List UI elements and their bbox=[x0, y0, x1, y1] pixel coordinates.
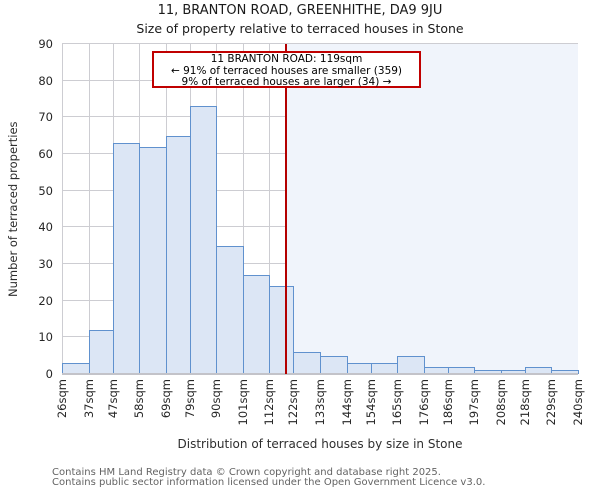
histogram-bar bbox=[551, 370, 579, 374]
x-tick-label: 240sqm bbox=[571, 379, 585, 426]
x-axis-title: Distribution of terraced houses by size … bbox=[177, 437, 463, 451]
x-tick-label: 133sqm bbox=[313, 379, 327, 426]
x-axis-line bbox=[62, 373, 578, 375]
y-tick-label: 0 bbox=[45, 367, 53, 381]
histogram-bar bbox=[447, 366, 476, 374]
x-tick-label: 69sqm bbox=[158, 379, 173, 419]
vertical-gridline bbox=[242, 44, 244, 374]
x-tick-label: 186sqm bbox=[440, 379, 455, 426]
vertical-gridline bbox=[269, 44, 271, 374]
x-tick-label: 112sqm bbox=[262, 379, 277, 426]
y-tick-label: 30 bbox=[38, 257, 53, 271]
y-tick-label: 10 bbox=[38, 330, 53, 345]
histogram-bar bbox=[397, 355, 425, 374]
x-tick-label: 37sqm bbox=[81, 379, 96, 419]
histogram-bar bbox=[139, 146, 167, 374]
histogram-bar bbox=[88, 330, 114, 374]
y-tick-label: 60 bbox=[38, 147, 53, 161]
x-tick-label: 26sqm bbox=[55, 379, 69, 419]
histogram-bar bbox=[216, 245, 244, 374]
y-tick-label: 20 bbox=[38, 293, 53, 308]
histogram-bar bbox=[242, 275, 271, 374]
chart-title: 11, BRANTON ROAD, GREENHITHE, DA9 9JU bbox=[157, 3, 443, 18]
histogram-bar bbox=[293, 352, 321, 374]
x-tick-label: 58sqm bbox=[132, 379, 147, 419]
larger-than-property-shaded-region bbox=[286, 44, 578, 374]
x-tick-label: 90sqm bbox=[209, 379, 224, 419]
x-tick-label: 101sqm bbox=[235, 379, 250, 426]
x-axis-tick-labels: 26sqm 37sqm 47sqm 58sqm 69sqm 79sqm 90sqm 101sq… bbox=[55, 379, 585, 431]
histogram-bar bbox=[320, 355, 348, 374]
x-tick-label: 218sqm bbox=[517, 379, 532, 426]
y-tick-label: 90 bbox=[38, 37, 53, 51]
x-tick-label: 47sqm bbox=[105, 379, 120, 419]
annotation-line-2: ← 91% of terraced houses are smaller (35… bbox=[170, 64, 403, 77]
attribution-line-2: Contains public sector information licen… bbox=[52, 477, 486, 488]
x-tick-label: 79sqm bbox=[182, 379, 197, 419]
y-tick-label: 80 bbox=[38, 73, 53, 88]
y-axis-tick-labels: 0 10 20 30 40 50 60 70 80 90 bbox=[0, 37, 54, 381]
attribution-line-1: Contains HM Land Registry data © Crown c… bbox=[52, 467, 441, 478]
histogram-bar bbox=[269, 286, 295, 374]
property-size-marker-line bbox=[285, 44, 288, 374]
x-tick-label: 229sqm bbox=[544, 379, 559, 426]
x-tick-label: 122sqm bbox=[286, 379, 301, 426]
histogram-bar bbox=[112, 143, 141, 374]
vertical-gridline bbox=[88, 44, 90, 374]
y-tick-label: 40 bbox=[38, 220, 53, 235]
x-tick-label: 144sqm bbox=[339, 379, 354, 426]
x-tick-label: 176sqm bbox=[416, 379, 431, 426]
x-tick-label: 154sqm bbox=[363, 379, 378, 426]
histogram-bar bbox=[165, 135, 191, 374]
y-tick-label: 70 bbox=[38, 110, 53, 125]
x-tick-label: 165sqm bbox=[390, 379, 405, 426]
histogram-bar bbox=[524, 366, 553, 374]
property-annotation-box: 11 BRANTON ROAD: 119sqm ← 91% of terrace… bbox=[152, 51, 421, 88]
vertical-gridline bbox=[62, 44, 63, 374]
horizontal-gridline bbox=[62, 43, 578, 44]
annotation-line-1: 11 BRANTON ROAD: 119sqm bbox=[210, 53, 363, 65]
chart-subtitle: Size of property relative to terraced ho… bbox=[136, 21, 464, 36]
y-tick-label: 50 bbox=[38, 183, 53, 198]
annotation-line-3: 9% of terraced houses are larger (34) → bbox=[181, 76, 392, 88]
x-tick-label: 197sqm bbox=[467, 379, 482, 426]
x-tick-label: 208sqm bbox=[493, 379, 508, 426]
plot-area bbox=[62, 43, 579, 375]
histogram-bar bbox=[189, 106, 218, 374]
